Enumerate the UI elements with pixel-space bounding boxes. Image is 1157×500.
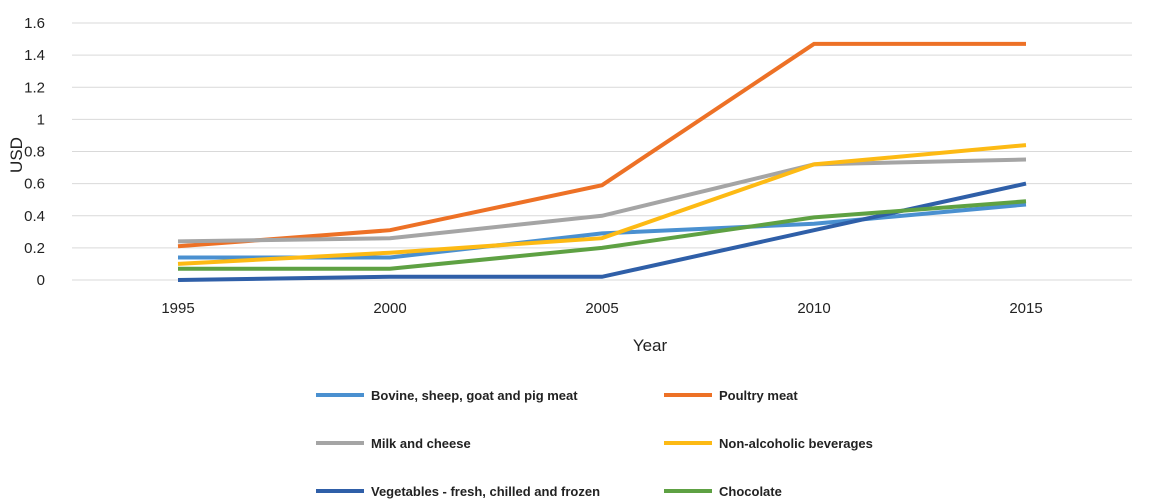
series-line-milk-and-cheese [177, 157, 1027, 244]
x-axis-title: Year [633, 336, 668, 355]
y-tick-label: 0 [37, 272, 45, 289]
legend-item-milk-and-cheese: Milk and cheese [316, 436, 471, 451]
legend-item-chocolate: Chocolate [664, 484, 782, 499]
gridlines [72, 22, 1132, 281]
legend-item-vegetables-fresh-chilled-and-frozen: Vegetables - fresh, chilled and frozen [316, 484, 600, 499]
y-tick-label: 1.4 [24, 47, 45, 64]
y-tick-label: 0.8 [24, 144, 45, 161]
legend-label: Non-alcoholic beverages [719, 436, 873, 451]
legend: Bovine, sheep, goat and pig meat Poultry … [316, 388, 873, 499]
y-tick-label: 1.6 [24, 15, 45, 32]
x-tick-label: 2005 [585, 300, 618, 317]
series-lines [177, 41, 1027, 282]
series-line-vegetables-fresh-chilled-and-frozen [177, 181, 1027, 282]
x-axis-tick-labels: 1995 2000 2005 2010 2015 [161, 300, 1042, 317]
legend-label: Chocolate [719, 484, 782, 499]
x-tick-label: 2010 [797, 300, 830, 317]
y-tick-label: 0.2 [24, 240, 45, 257]
legend-item-poultry-meat: Poultry meat [664, 388, 798, 403]
legend-label: Milk and cheese [371, 436, 471, 451]
y-axis-title: USD [7, 137, 26, 173]
series-line-poultry-meat [177, 41, 1026, 249]
y-tick-label: 1.2 [24, 79, 45, 96]
series-line-non-alcoholic-beverages [177, 143, 1027, 266]
x-tick-label: 2015 [1009, 300, 1042, 317]
y-tick-label: 1 [37, 111, 45, 128]
y-tick-label: 0.6 [24, 176, 45, 193]
y-tick-label: 0.4 [24, 208, 45, 225]
series-line-chocolate [178, 199, 1027, 271]
legend-item-bovine-sheep-goat-and-pig-meat: Bovine, sheep, goat and pig meat [316, 388, 578, 403]
x-tick-label: 2000 [373, 300, 406, 317]
legend-item-non-alcoholic-beverages: Non-alcoholic beverages [664, 436, 873, 451]
legend-label: Poultry meat [719, 388, 798, 403]
legend-label: Vegetables - fresh, chilled and frozen [371, 484, 600, 499]
x-tick-label: 1995 [161, 300, 194, 317]
legend-label: Bovine, sheep, goat and pig meat [371, 388, 578, 403]
y-axis-tick-labels: 0 0.2 0.4 0.6 0.8 1 1.2 1.4 1.6 [24, 15, 45, 289]
